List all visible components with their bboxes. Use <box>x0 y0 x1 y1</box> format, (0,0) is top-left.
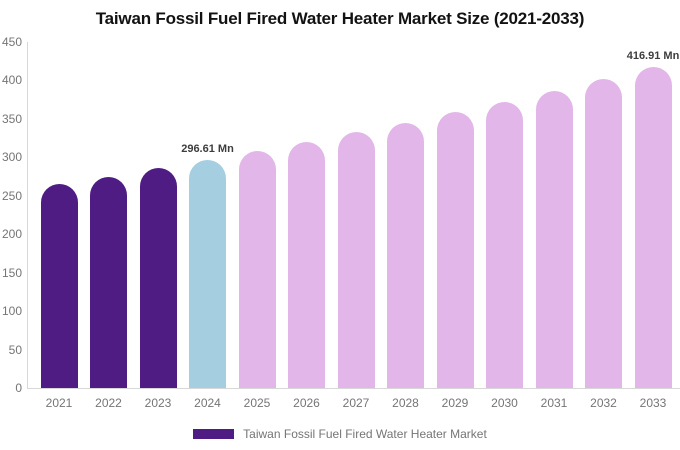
y-axis-line <box>27 42 28 388</box>
y-axis-tick-label: 0 <box>15 381 22 395</box>
x-axis-tick-label: 2033 <box>639 396 667 410</box>
y-axis-tick-label: 200 <box>1 227 22 242</box>
bar-2028[interactable] <box>387 122 424 388</box>
legend-label: Taiwan Fossil Fuel Fired Water Heater Ma… <box>243 427 487 441</box>
bar-2024[interactable] <box>189 159 226 388</box>
x-axis-tick-label: 2022 <box>95 396 122 410</box>
x-axis-tick-label: 2024 <box>194 396 221 410</box>
x-axis-tick-label: 2021 <box>45 396 73 410</box>
bar-2030[interactable] <box>486 101 523 388</box>
x-axis-tick-label: 2025 <box>243 396 271 410</box>
bar-2023[interactable] <box>139 168 177 388</box>
bar-2032[interactable] <box>585 79 622 388</box>
x-axis-tick-label: 2027 <box>342 396 370 410</box>
x-axis-tick-label: 2031 <box>540 396 568 410</box>
bar-2025[interactable] <box>238 151 276 388</box>
bar-2027[interactable] <box>337 132 375 388</box>
x-axis-tick-label: 2029 <box>441 396 469 410</box>
y-axis-tick-label: 150 <box>1 265 22 280</box>
bar-2033[interactable] <box>634 67 672 388</box>
x-axis-tick-label: 2028 <box>392 396 419 410</box>
y-axis-tick-label: 350 <box>1 111 22 126</box>
bar-2031[interactable] <box>535 90 573 388</box>
y-axis-tick-label: 250 <box>1 188 22 203</box>
x-axis-tick-label: 2032 <box>590 396 617 410</box>
bar-2022[interactable] <box>90 176 127 388</box>
bar-2029[interactable] <box>436 112 474 388</box>
x-axis-tick-label: 2026 <box>293 396 320 410</box>
legend-swatch <box>193 429 235 439</box>
chart-title: Taiwan Fossil Fuel Fired Water Heater Ma… <box>95 9 585 28</box>
bar-value-label: 296.61 Mn <box>181 142 234 155</box>
y-axis-tick-label: 50 <box>8 342 22 357</box>
bar-2026[interactable] <box>288 141 325 388</box>
y-axis-tick-label: 300 <box>1 150 22 165</box>
x-axis-tick-label: 2023 <box>144 396 172 410</box>
x-axis-line <box>27 388 680 389</box>
bar-value-label: 416.91 Mn <box>626 50 680 63</box>
x-axis-tick-label: 2030 <box>491 396 518 410</box>
legend[interactable]: Taiwan Fossil Fuel Fired Water Heater Ma… <box>0 426 680 442</box>
y-axis-tick-label: 450 <box>1 35 22 49</box>
y-axis-tick-label: 400 <box>1 73 22 88</box>
bar-2021[interactable] <box>40 184 78 388</box>
y-axis-tick-label: 100 <box>1 304 22 319</box>
